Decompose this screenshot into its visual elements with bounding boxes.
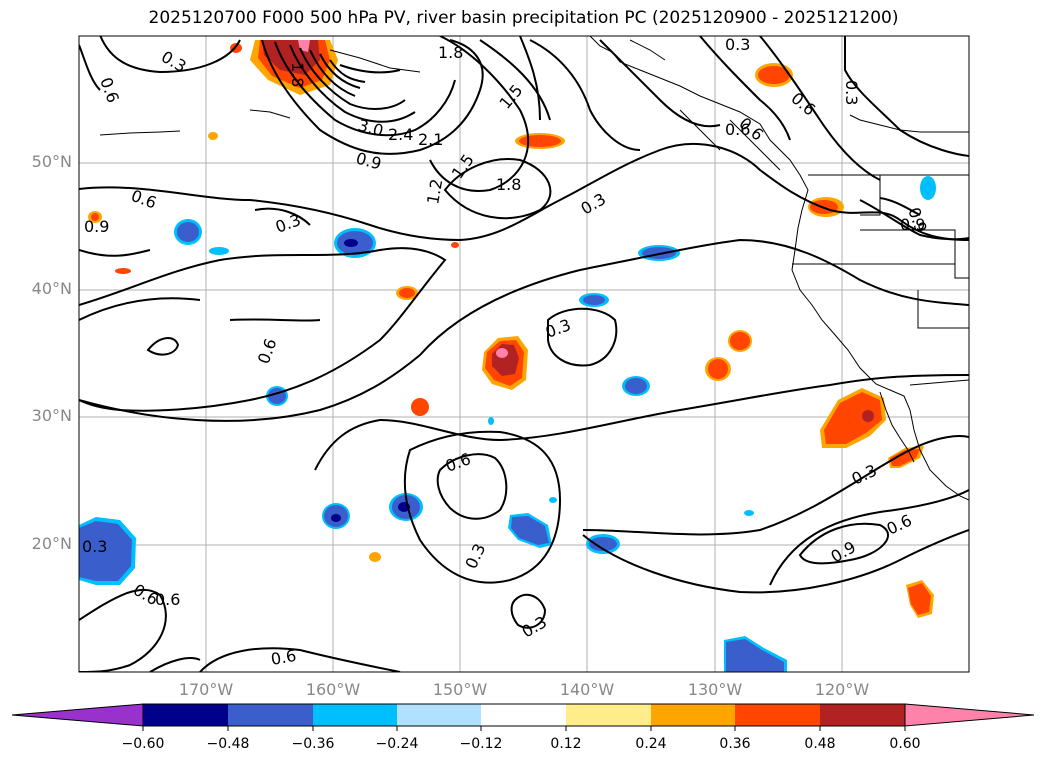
contour-label: 0.6 <box>725 120 750 139</box>
lat-label: 20°N <box>31 534 72 553</box>
contour-label: 0.9 <box>84 217 109 236</box>
colorbar-bin <box>313 704 398 726</box>
lon-label: 120°W <box>814 680 870 699</box>
contour-label: 0.9 <box>900 215 925 234</box>
map-frame <box>78 35 970 673</box>
lon-label: 150°W <box>432 680 488 699</box>
contour-label: 0.6 <box>269 646 297 669</box>
contour-label: 2.1 <box>418 130 443 149</box>
colorbar-tick-label: −0.36 <box>291 736 335 752</box>
colorbar <box>11 703 1035 731</box>
contour-label: 1.2 <box>423 177 446 205</box>
contour-label: 0.6 <box>155 590 180 609</box>
colorbar-bin <box>735 704 820 726</box>
colorbar-tick-label: 0.36 <box>719 736 751 752</box>
colorbar-tick-label: 0.12 <box>550 736 582 752</box>
coastlines <box>99 36 969 501</box>
map-title: 2025120700 F000 500 hPa PV, river basin … <box>148 8 899 28</box>
colorbar-bin <box>651 704 735 726</box>
lat-label: 50°N <box>31 152 72 171</box>
colorbar-tick-label: −0.12 <box>459 736 503 752</box>
precip-shading <box>79 40 936 672</box>
contour-label: 0.3 <box>725 35 750 54</box>
colorbar-bin <box>820 704 905 726</box>
contour-label: 2.4 <box>388 125 413 144</box>
lon-label: 140°W <box>559 680 615 699</box>
colorbar-tick-label: 0.48 <box>804 736 836 752</box>
contour-label: 0.3 <box>82 537 107 556</box>
colorbar-bin <box>397 704 481 726</box>
lat-label: 40°N <box>31 279 72 298</box>
colorbar-tick-label: 0.24 <box>635 736 667 752</box>
colorbar-tick-label: −0.48 <box>206 736 250 752</box>
contour-label: 1.8 <box>288 62 307 87</box>
pv-contours <box>79 36 969 672</box>
colorbar-bin <box>481 704 566 726</box>
colorbar-bin <box>143 704 228 726</box>
lon-label: 170°W <box>178 680 234 699</box>
colorbar-bin <box>228 704 313 726</box>
contour-label: 1.8 <box>438 43 463 62</box>
colorbar-extend-max <box>904 703 1035 727</box>
colorbar-extend-min <box>11 703 144 727</box>
colorbar-tick-label: −0.60 <box>121 736 165 752</box>
lon-label: 160°W <box>305 680 361 699</box>
contour-label: 0.3 <box>842 80 861 105</box>
colorbar-bin <box>566 704 651 726</box>
colorbar-tick-label: 0.60 <box>889 736 921 752</box>
contour-label: 1.8 <box>496 175 521 194</box>
colorbar-tick-label: −0.24 <box>375 736 419 752</box>
lon-label: 130°W <box>687 680 743 699</box>
lat-label: 30°N <box>31 406 72 425</box>
